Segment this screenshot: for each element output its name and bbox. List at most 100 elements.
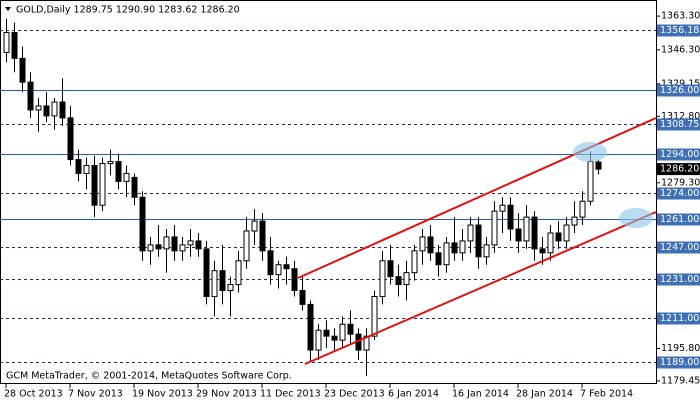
candle-body: [331, 335, 338, 341]
y-tick-label: 1346.30: [661, 44, 700, 55]
candle-body: [251, 220, 258, 232]
candle-body: [243, 230, 250, 262]
candle-body: [579, 200, 586, 218]
level-label-box: [657, 312, 700, 325]
level-label: 1274.00: [660, 188, 699, 199]
level-label: 1211.00: [660, 313, 699, 324]
y-tick-label: 1179.45: [661, 375, 700, 386]
candle-body: [595, 161, 602, 170]
candle-body: [19, 57, 26, 83]
candle-body: [283, 264, 290, 270]
x-tick-label: 7 Nov 2013: [68, 389, 123, 400]
candle-body: [411, 250, 418, 274]
candle-body: [91, 165, 98, 206]
candle-body: [51, 101, 58, 117]
candle-body: [11, 32, 18, 59]
candle-body: [363, 335, 370, 351]
candle-body: [203, 248, 210, 297]
candle-body: [171, 236, 178, 252]
y-tick-label: 1363.30: [661, 11, 700, 22]
candle-body: [139, 196, 146, 252]
candle-body: [275, 264, 282, 276]
candle-body: [59, 101, 66, 119]
candle-body: [475, 224, 482, 258]
candle-body: [435, 252, 442, 266]
level-label: 1294.00: [660, 149, 699, 160]
candle-body: [27, 81, 34, 111]
x-tick-label: 28 Oct 2013: [4, 389, 63, 400]
candle-body: [507, 204, 514, 230]
candle-body: [459, 240, 466, 254]
candle-body: [467, 224, 474, 242]
x-tick-label: 11 Dec 2013: [260, 389, 321, 400]
candle-body: [571, 216, 578, 226]
level-label-box: [657, 213, 700, 226]
candle-body: [179, 244, 186, 252]
level-label: 1247.00: [660, 242, 699, 253]
candle-body: [147, 244, 154, 252]
candle-body: [227, 284, 234, 292]
channel-lower: [304, 211, 657, 365]
candle-body: [371, 295, 378, 337]
candle-body: [35, 105, 42, 111]
highlight: [619, 208, 653, 228]
candle-body: [483, 244, 490, 258]
level-label: 1261.00: [660, 214, 699, 225]
level-label-box: [657, 118, 700, 131]
level-label: 1231.00: [660, 274, 699, 285]
last-price-label: 1286.20: [660, 164, 699, 175]
candle-body: [387, 260, 394, 278]
level-label-box: [657, 84, 700, 97]
candle-body: [99, 163, 106, 206]
candle-body: [531, 216, 538, 250]
y-tick-label: 1279.30: [661, 177, 700, 188]
candle-body: [539, 248, 546, 254]
level-label: 1326.00: [660, 85, 699, 96]
candle-body: [107, 161, 114, 165]
candle-body: [219, 270, 226, 292]
candle-body: [3, 32, 10, 53]
x-tick-label: 28 Jan 2014: [516, 389, 573, 400]
candle-body: [315, 329, 322, 351]
copyright: GCM MetaTrader, © 2001-2014, MetaQuotes …: [6, 371, 292, 382]
last-price-box: [657, 163, 700, 176]
candle-body: [67, 117, 74, 161]
candle-body: [163, 236, 170, 250]
candle-body: [187, 240, 194, 246]
candle-body: [555, 232, 562, 242]
candle-body: [291, 268, 298, 292]
menu-icon: [5, 7, 11, 11]
candle-body: [491, 210, 498, 246]
candle-body: [235, 260, 242, 286]
chart-title: GOLD,Daily 1289.75 1290.90 1283.62 1286.…: [16, 5, 240, 16]
candle-body: [211, 270, 218, 297]
highlight: [573, 142, 607, 162]
candle-body: [515, 228, 522, 242]
candle-body: [547, 232, 554, 254]
candle-body: [427, 236, 434, 254]
candle-body: [419, 236, 426, 252]
y-tick-label: 1312.80: [661, 111, 700, 122]
level-label-box: [657, 273, 700, 286]
candle-body: [115, 161, 122, 182]
candle-body: [451, 242, 458, 254]
x-tick-label: 19 Nov 2013: [132, 389, 193, 400]
candle-body: [523, 216, 530, 242]
level-label: 1356.18: [660, 25, 699, 36]
candle-body: [403, 272, 410, 286]
y-tick-label: 1195.80: [661, 343, 700, 354]
candle-body: [395, 276, 402, 286]
candle-body: [379, 260, 386, 297]
level-label-box: [657, 241, 700, 254]
plot-frame: [0, 0, 657, 384]
candle-body: [75, 159, 82, 174]
candle-body: [499, 204, 506, 212]
candle-body: [307, 303, 314, 351]
candle-body: [267, 250, 274, 276]
candle-body: [563, 224, 570, 242]
x-tick-label: 23 Dec 2013: [324, 389, 385, 400]
x-tick-label: 16 Jan 2014: [452, 389, 509, 400]
candle-body: [195, 240, 202, 250]
candle-body: [43, 105, 50, 117]
